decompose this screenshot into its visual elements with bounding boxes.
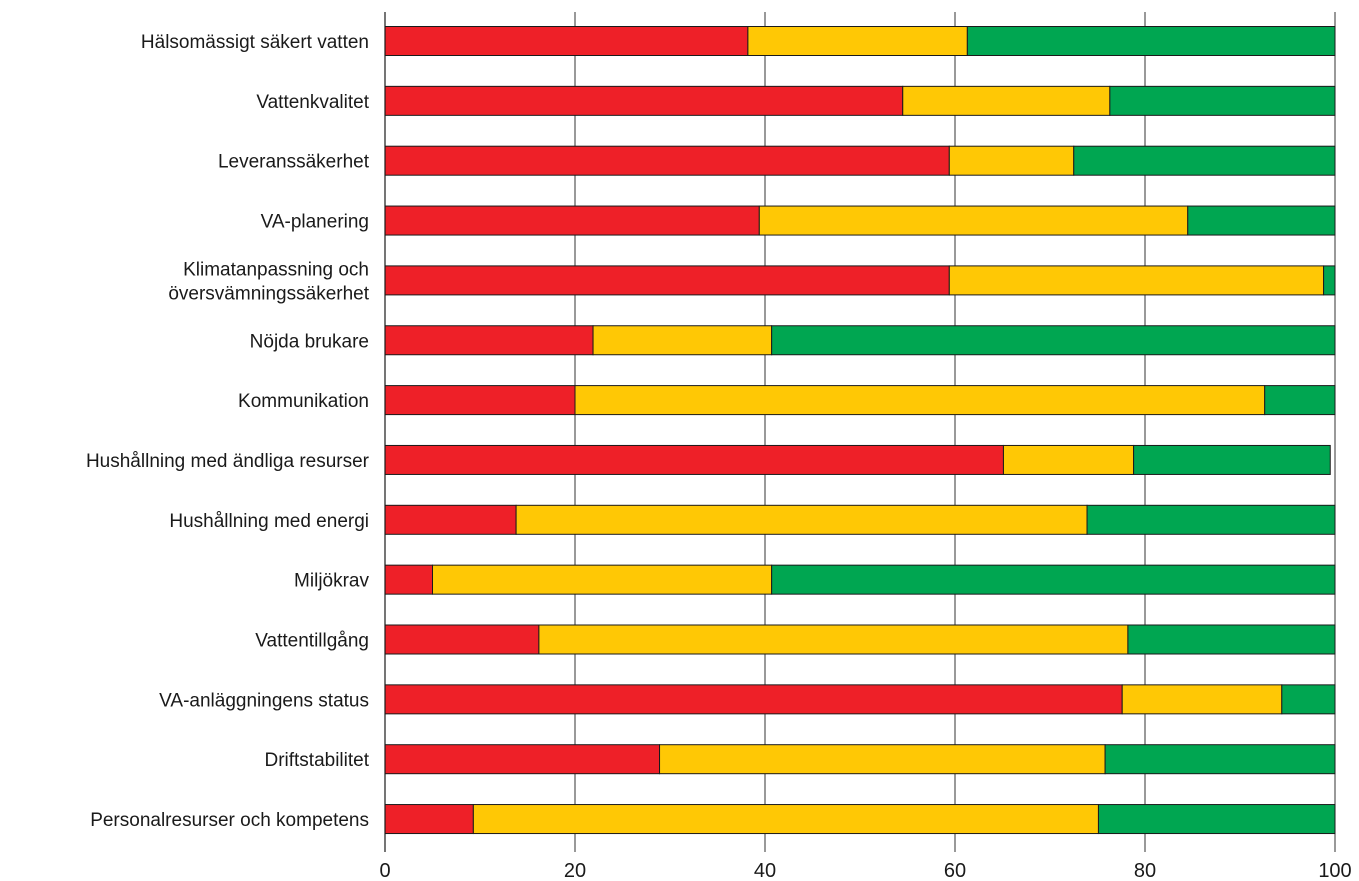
category-label-line: Nöjda brukare	[250, 331, 369, 352]
category-label-line: VA-anläggningens status	[159, 690, 369, 711]
bar-segment-6-1	[384, 325, 594, 356]
category-label: Klimatanpassning och översvämningssäkerhe…	[168, 259, 369, 304]
bar-segment-10-2	[432, 564, 773, 595]
category-label: Leveranssäkerhet	[218, 152, 370, 173]
bar-segment-5-3	[1323, 265, 1336, 296]
category-label: Miljökrav	[294, 571, 369, 592]
category-labels: Hälsomässigt säkert vatten Vattenkvalitet…	[86, 32, 370, 831]
bar-segments	[384, 26, 1336, 835]
category-label: Driftstabilitet	[264, 750, 369, 771]
category-label-line: Driftstabilitet	[264, 750, 369, 771]
bar-segment-1-3	[966, 26, 1336, 56]
bar-segment-1-2	[747, 26, 968, 56]
category-label: Vattenkvalitet	[256, 92, 369, 113]
bar-segment-11-2	[538, 624, 1129, 655]
bar-segment-14-2	[472, 804, 1099, 835]
bar-segment-4-2	[758, 205, 1189, 236]
bar-segment-7-1	[384, 385, 576, 416]
category-label-line: Hushållning med energi	[169, 511, 369, 532]
bar-segment-9-3	[1086, 504, 1336, 535]
category-label: VA-planering	[261, 212, 369, 233]
bar-segment-1-1	[384, 26, 749, 56]
category-label: Vattentillgång	[255, 631, 369, 652]
bar-segment-10-1	[384, 564, 433, 595]
bar-segment-3-2	[948, 145, 1075, 176]
x-tick-label-20: 20	[564, 860, 586, 881]
category-label-line: Hälsomässigt säkert vatten	[141, 32, 369, 53]
vertical-gridlines	[574, 12, 1336, 852]
category-label-line: Miljökrav	[294, 571, 369, 592]
bar-segment-8-1	[384, 444, 1004, 475]
category-label-line: Hushållning med ändliga resurser	[86, 451, 370, 472]
bar-segment-4-3	[1187, 205, 1336, 236]
bar-segment-7-2	[574, 385, 1266, 416]
bar-segment-12-2	[1121, 684, 1283, 715]
category-label: Personalresurser och kompetens	[90, 810, 369, 831]
bar-segment-13-3	[1104, 744, 1336, 775]
category-label-line: Leveranssäkerhet	[218, 152, 370, 173]
bar-segment-8-3	[1133, 444, 1331, 475]
x-tick-label-60: 60	[944, 860, 966, 881]
category-label: Kommunikation	[238, 391, 369, 412]
x-tick-label-0: 0	[379, 860, 390, 881]
bar-segment-2-2	[902, 85, 1111, 116]
category-label-line: översvämningssäkerhet	[168, 283, 369, 304]
bar-segment-10-3	[771, 564, 1336, 595]
category-label-line: Kommunikation	[238, 391, 369, 412]
bar-segment-4-1	[384, 205, 760, 236]
bar-segment-6-3	[771, 325, 1336, 356]
category-label-line: Personalresurser och kompetens	[90, 810, 369, 831]
bar-segment-3-1	[384, 145, 950, 176]
bar-segment-2-1	[384, 85, 904, 116]
category-label-line: VA-planering	[261, 212, 369, 233]
bar-segment-6-2	[592, 325, 773, 356]
bar-segment-9-2	[515, 504, 1088, 535]
bar-segment-14-1	[384, 804, 474, 835]
x-tick-label-100: 100	[1318, 860, 1351, 881]
category-label: Nöjda brukare	[250, 331, 369, 352]
bar-segment-11-3	[1127, 624, 1336, 655]
bar-segment-8-2	[1002, 444, 1135, 475]
bar-segment-5-1	[384, 265, 950, 296]
category-label-line: Vattentillgång	[255, 631, 369, 652]
bar-segment-5-2	[948, 265, 1325, 296]
x-tick-label-80: 80	[1134, 860, 1156, 881]
category-label: Hälsomässigt säkert vatten	[141, 32, 369, 53]
category-label: VA-anläggningens status	[159, 690, 369, 711]
bar-segment-12-3	[1281, 684, 1336, 715]
bar-segment-2-3	[1109, 85, 1336, 116]
bar-segment-9-1	[384, 504, 517, 535]
category-label: Hushållning med energi	[169, 511, 369, 532]
bar-segment-7-3	[1264, 385, 1336, 416]
bar-segment-3-3	[1073, 145, 1336, 176]
bar-segment-13-1	[384, 744, 661, 775]
category-label: Hushållning med ändliga resurser	[86, 451, 370, 472]
bar-segment-13-2	[659, 744, 1106, 775]
category-label-line: Klimatanpassning och	[183, 259, 369, 280]
category-label-line: Vattenkvalitet	[256, 92, 369, 113]
x-tick-label-40: 40	[754, 860, 776, 881]
bar-segment-12-1	[384, 684, 1123, 715]
x-axis-ticks: 0 20 40 60 80 100	[379, 860, 1351, 881]
bar-segment-14-3	[1097, 804, 1336, 835]
bar-segment-11-1	[384, 624, 540, 655]
